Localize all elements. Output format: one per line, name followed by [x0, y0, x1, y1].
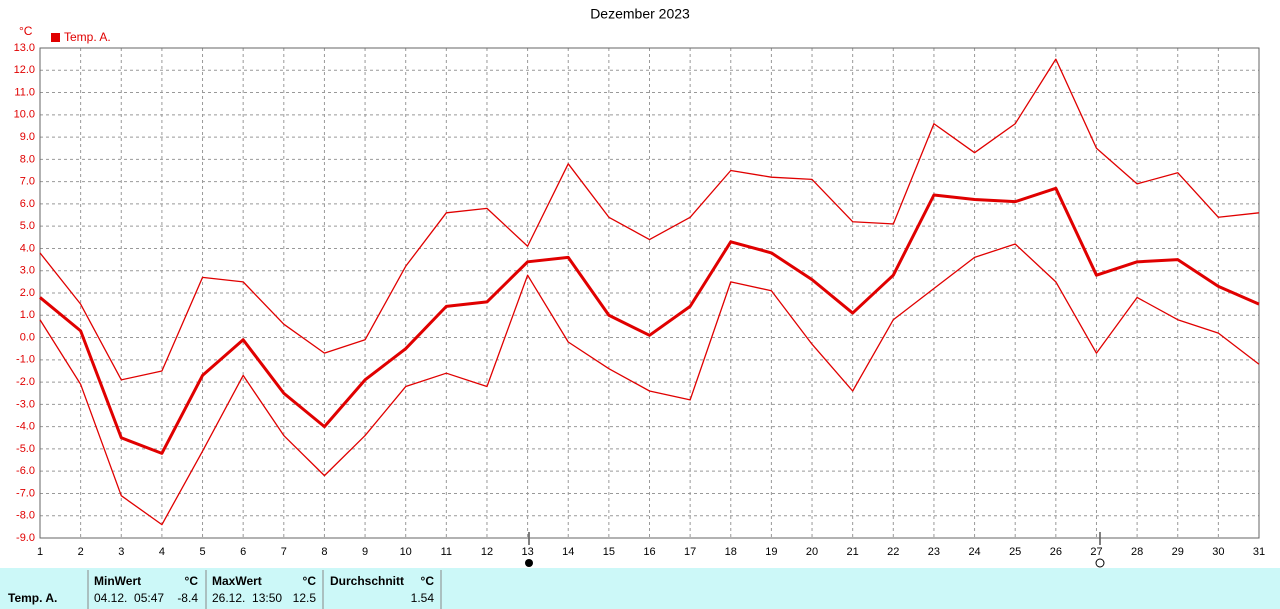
y-tick-label: -6.0: [16, 465, 35, 477]
x-tick-label: 14: [562, 546, 574, 558]
x-tick-label: 31: [1253, 546, 1265, 558]
y-tick-label: 10.0: [14, 109, 35, 121]
y-tick-label: -2.0: [16, 376, 35, 388]
y-tick-label: 5.0: [20, 220, 35, 232]
stats-unit: °C: [421, 574, 435, 588]
x-tick-label: 24: [968, 546, 980, 558]
moon-full-icon: [525, 559, 533, 567]
y-tick-label: 11.0: [14, 86, 35, 98]
stats-value: 12.5: [293, 591, 317, 605]
x-tick-label: 26: [1050, 546, 1062, 558]
y-unit: °C: [19, 24, 33, 38]
x-tick-label: 29: [1172, 546, 1184, 558]
x-tick-label: 19: [765, 546, 777, 558]
x-tick-label: 20: [806, 546, 818, 558]
x-tick-label: 22: [887, 546, 899, 558]
legend-label: Temp. A.: [64, 30, 111, 44]
stats-unit: °C: [303, 574, 317, 588]
y-tick-label: -9.0: [16, 532, 35, 544]
y-tick-label: 12.0: [14, 64, 35, 76]
y-tick-label: 3.0: [20, 265, 35, 277]
x-tick-label: 6: [240, 546, 246, 558]
x-tick-label: 16: [643, 546, 655, 558]
stats-header: MaxWert: [212, 574, 262, 588]
x-tick-label: 11: [441, 546, 452, 558]
plot-frame: [39, 47, 1260, 539]
x-tick-label: 4: [159, 546, 165, 558]
stats-value: 1.54: [411, 591, 435, 605]
x-tick-label: 1: [37, 546, 43, 558]
x-tick-label: 30: [1212, 546, 1224, 558]
y-tick-label: 0.0: [20, 331, 35, 343]
x-tick-label: 13: [521, 546, 533, 558]
stats-value: -8.4: [177, 591, 198, 605]
data-line: [39, 58, 1260, 381]
y-tick-label: 7.0: [20, 176, 35, 188]
stats-header: MinWert: [94, 574, 141, 588]
stats-time: 26.12. 13:50: [212, 591, 282, 605]
y-tick-label: 2.0: [20, 287, 35, 299]
x-tick-label: 7: [281, 546, 287, 558]
legend-swatch: [51, 33, 60, 42]
x-tick-label: 23: [928, 546, 940, 558]
data-line: [39, 186, 1260, 455]
y-tick-label: -5.0: [16, 443, 35, 455]
y-tick-label: 6.0: [20, 198, 35, 210]
y-tick-label: -4.0: [16, 421, 35, 433]
x-tick-label: 2: [78, 546, 84, 558]
y-tick-label: -7.0: [16, 487, 35, 499]
x-tick-label: 18: [725, 546, 737, 558]
stats-dividers: [87, 570, 442, 609]
x-tick-label: 12: [481, 546, 493, 558]
x-tick-label: 15: [603, 546, 615, 558]
y-tick-label: 8.0: [20, 153, 35, 165]
x-tick-label: 21: [847, 546, 859, 558]
stats-time: 04.12. 05:47: [94, 591, 164, 605]
y-tick-label: -3.0: [16, 398, 35, 410]
x-tick-label: 17: [684, 546, 696, 558]
stats-panel: [0, 568, 1280, 609]
x-tick-label: 5: [199, 546, 205, 558]
y-tick-label: -1.0: [16, 354, 35, 366]
y-tick-label: -8.0: [16, 510, 35, 522]
stats-unit: °C: [185, 574, 199, 588]
x-tick-label: 10: [400, 546, 412, 558]
moon-new-icon: [1095, 558, 1105, 568]
data-line: [39, 243, 1260, 526]
x-tick-label: 28: [1131, 546, 1143, 558]
stats-row-label: Temp. A.: [8, 591, 57, 605]
stats-header: Durchschnitt: [330, 574, 404, 588]
x-tick-label: 25: [1009, 546, 1021, 558]
x-tick-label: 27: [1090, 546, 1102, 558]
x-tick-label: 8: [321, 546, 327, 558]
y-tick-label: 1.0: [20, 309, 35, 321]
chart-title: Dezember 2023: [590, 6, 690, 22]
x-tick-label: 9: [362, 546, 368, 558]
x-tick-label: 3: [118, 546, 124, 558]
y-tick-label: 9.0: [20, 131, 35, 143]
y-tick-label: 4.0: [20, 242, 35, 254]
y-tick-label: 13.0: [14, 42, 35, 54]
